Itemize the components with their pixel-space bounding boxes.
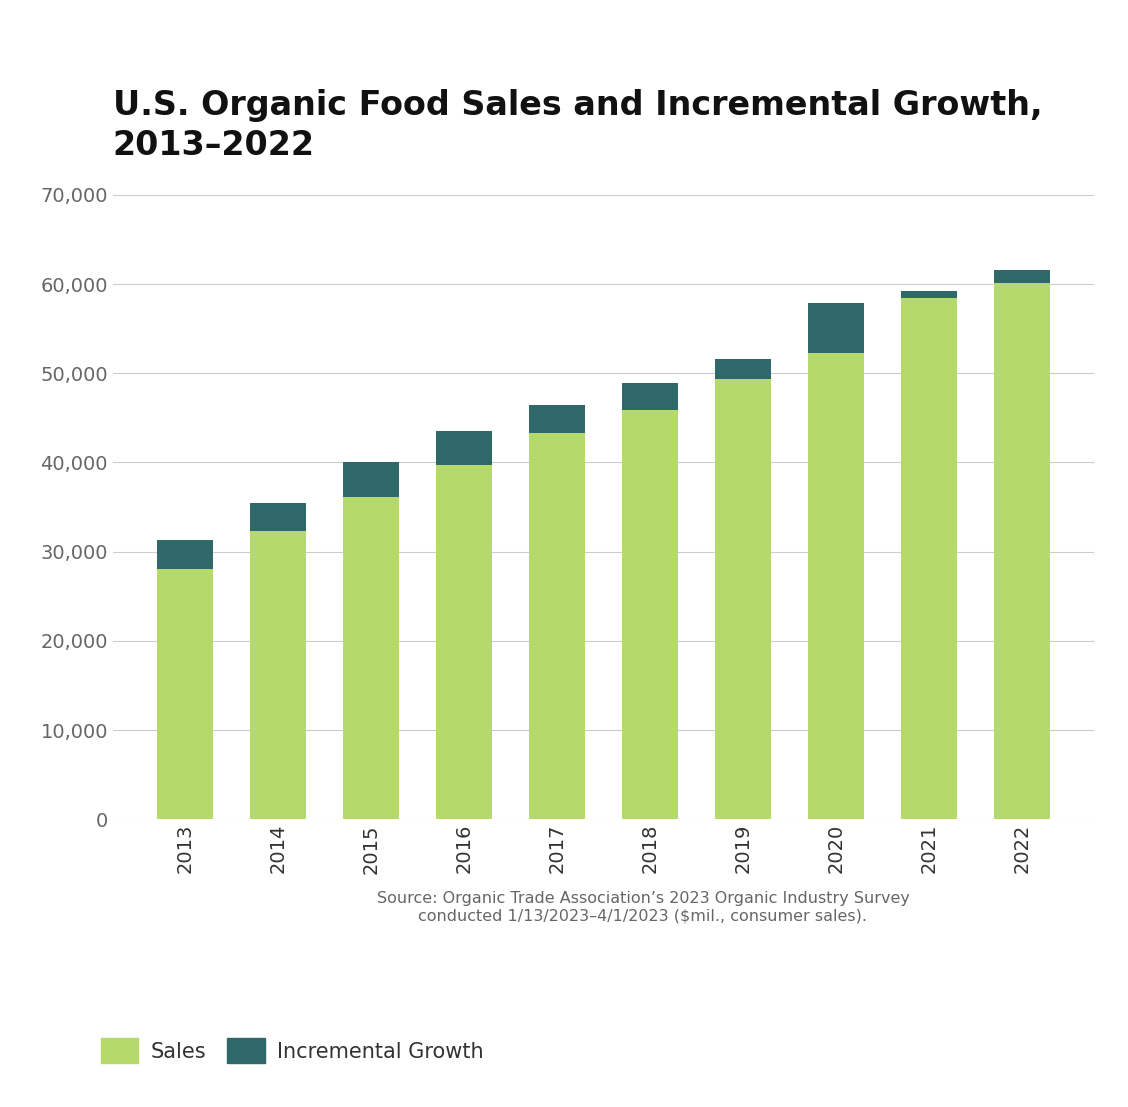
Bar [158,569,213,819]
Bar [158,540,213,569]
Legend: Sales, Incremental Growth: Sales, Incremental Growth [100,1038,484,1064]
Bar [343,463,399,497]
Bar [994,283,1049,819]
Bar [994,270,1049,283]
Bar [437,432,492,465]
Bar [901,298,957,819]
Bar [715,379,770,819]
Bar [250,503,306,531]
Bar [529,433,585,819]
Bar [808,303,864,353]
Bar [622,383,678,410]
Text: U.S. Organic Food Sales and Incremental Growth,
2013–2022: U.S. Organic Food Sales and Incremental … [113,89,1042,163]
Bar [529,404,585,433]
Bar [622,410,678,819]
Bar [715,359,770,379]
Bar [343,497,399,819]
Bar [901,291,957,298]
Bar [808,353,864,819]
Bar [250,531,306,819]
Text: Source: Organic Trade Association’s 2023 Organic Industry Survey
conducted 1/13/: Source: Organic Trade Association’s 2023… [377,891,909,923]
Bar [437,465,492,819]
